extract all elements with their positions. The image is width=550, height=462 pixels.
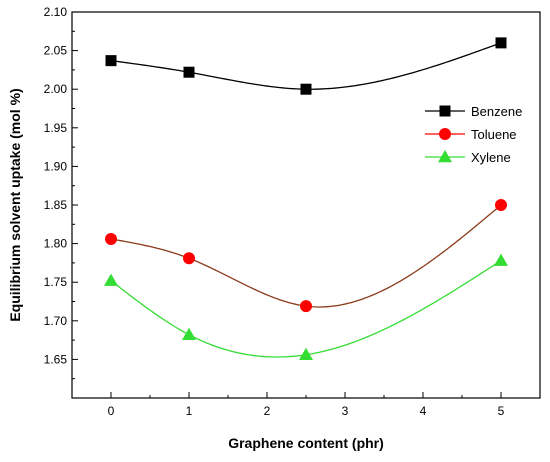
- x-tick-label: 1: [186, 404, 193, 418]
- x-tick-label: 5: [498, 404, 505, 418]
- series-xylene: [104, 253, 508, 361]
- series-benzene-marker: [495, 37, 507, 49]
- legend-item-xylene: Xylene: [425, 150, 511, 165]
- legend-label-toluene: Toluene: [471, 127, 517, 142]
- x-tick-label: 4: [420, 404, 427, 418]
- y-tick-label: 1.65: [44, 352, 68, 366]
- y-tick-label: 2.00: [44, 82, 68, 96]
- legend-xylene-marker: [438, 150, 452, 163]
- series-benzene-marker: [105, 55, 117, 67]
- y-tick-label: 1.80: [44, 237, 68, 251]
- series-xylene-marker: [299, 347, 313, 361]
- series-xylene-marker: [104, 273, 118, 286]
- series-xylene-marker: [182, 327, 196, 340]
- y-axis-title: Equilibrium solvent uptake (mol %): [7, 88, 23, 321]
- series-toluene-marker: [495, 199, 507, 211]
- x-axis-ticks: 0 1 2 3 4 5: [71, 392, 541, 418]
- y-tick-label: 1.75: [44, 275, 68, 289]
- plot-frame: [71, 11, 541, 399]
- x-tick-label: 3: [342, 404, 349, 418]
- series-benzene-marker: [183, 66, 195, 78]
- legend-benzene-marker: [439, 105, 451, 117]
- legend-label-benzene: Benzene: [471, 104, 522, 119]
- y-tick-label: 1.70: [44, 314, 68, 328]
- x-axis-title: Graphene content (phr): [228, 435, 384, 451]
- y-tick-label: 1.95: [44, 121, 68, 135]
- series-toluene-marker: [183, 252, 195, 265]
- series-toluene-line: [110, 204, 502, 308]
- series-layer: [104, 37, 508, 361]
- y-tick-label: 2.10: [44, 5, 68, 19]
- series-benzene-line: [110, 42, 502, 90]
- series-xylene-marker: [494, 253, 508, 266]
- series-toluene: [105, 199, 507, 313]
- y-tick-label: 1.90: [44, 159, 68, 173]
- legend: Benzene Toluene Xylene: [425, 104, 522, 165]
- series-benzene: [105, 37, 507, 95]
- legend-item-toluene: Toluene: [425, 127, 517, 142]
- y-tick-label: 1.85: [44, 198, 68, 212]
- legend-toluene-marker: [439, 128, 451, 140]
- series-toluene-marker: [105, 232, 117, 245]
- x-tick-label: 2: [264, 404, 271, 418]
- legend-label-xylene: Xylene: [471, 150, 511, 165]
- y-axis-ticks: 1.65 1.70 1.75 1.80 1.85 1.90 1.95 2.00 2.05 2.10: [44, 5, 78, 380]
- x-tick-label: 0: [108, 404, 115, 418]
- legend-item-benzene: Benzene: [425, 104, 522, 119]
- series-benzene-marker: [300, 83, 312, 95]
- series-toluene-marker: [300, 300, 312, 313]
- y-tick-label: 2.05: [44, 44, 68, 58]
